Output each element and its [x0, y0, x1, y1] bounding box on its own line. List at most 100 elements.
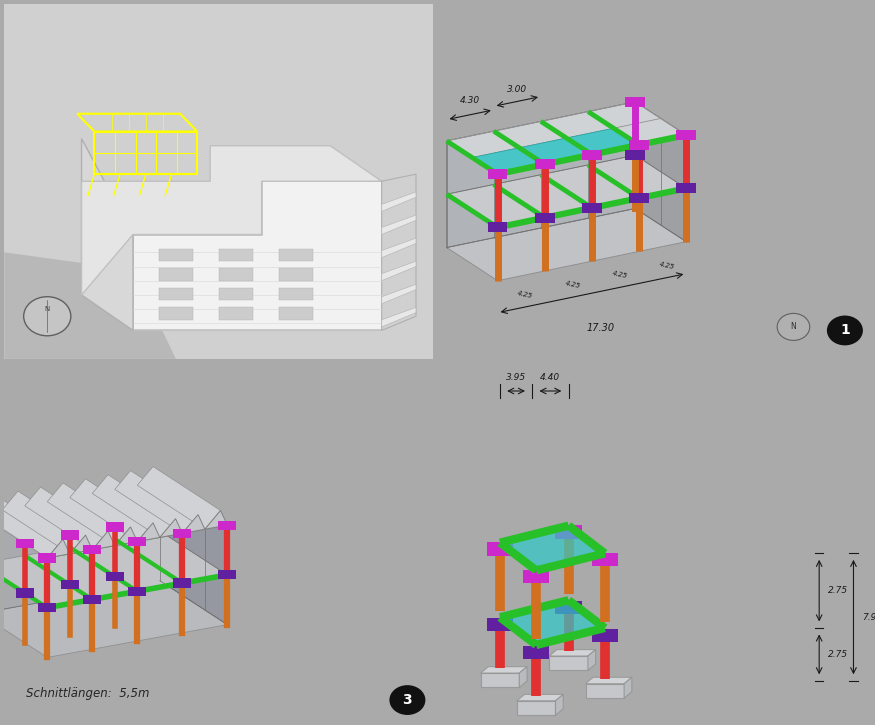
FancyBboxPatch shape [16, 539, 34, 548]
Polygon shape [500, 600, 605, 645]
Polygon shape [24, 487, 108, 550]
FancyBboxPatch shape [535, 160, 555, 170]
Polygon shape [0, 531, 228, 608]
Polygon shape [382, 261, 416, 281]
Polygon shape [81, 138, 133, 331]
FancyBboxPatch shape [173, 579, 192, 588]
Bar [279, 307, 313, 320]
Bar [219, 288, 253, 300]
FancyBboxPatch shape [487, 223, 508, 233]
Bar [279, 268, 313, 281]
Polygon shape [382, 192, 416, 212]
Bar [219, 307, 253, 320]
Bar [219, 268, 253, 281]
FancyBboxPatch shape [16, 589, 34, 597]
Polygon shape [588, 650, 596, 671]
Polygon shape [382, 174, 416, 331]
FancyBboxPatch shape [106, 522, 123, 531]
Polygon shape [3, 491, 86, 554]
Bar [279, 288, 313, 300]
Circle shape [777, 313, 809, 341]
Polygon shape [81, 146, 382, 295]
FancyBboxPatch shape [219, 521, 236, 530]
Text: 4.25: 4.25 [564, 281, 581, 289]
Text: 17.30: 17.30 [586, 323, 614, 334]
FancyBboxPatch shape [487, 542, 514, 555]
Circle shape [827, 315, 863, 345]
Polygon shape [517, 695, 564, 701]
Polygon shape [0, 581, 228, 658]
Polygon shape [446, 102, 686, 174]
FancyBboxPatch shape [592, 552, 618, 566]
FancyBboxPatch shape [487, 169, 508, 179]
Polygon shape [550, 650, 596, 656]
FancyBboxPatch shape [592, 629, 618, 642]
Polygon shape [4, 4, 433, 359]
Polygon shape [0, 481, 160, 613]
FancyBboxPatch shape [556, 525, 582, 539]
Polygon shape [446, 208, 686, 281]
FancyBboxPatch shape [556, 601, 582, 615]
Polygon shape [382, 238, 416, 257]
Text: 1: 1 [840, 323, 850, 337]
Text: 4.40: 4.40 [541, 373, 561, 382]
Text: 4.30: 4.30 [460, 96, 480, 105]
Text: N: N [791, 323, 796, 331]
Polygon shape [382, 284, 416, 304]
Polygon shape [480, 673, 519, 687]
Polygon shape [500, 526, 605, 571]
Text: 7.90: 7.90 [862, 613, 875, 621]
FancyBboxPatch shape [106, 572, 123, 581]
Text: 4.25: 4.25 [659, 261, 676, 270]
Bar [279, 249, 313, 261]
Polygon shape [0, 481, 228, 558]
FancyBboxPatch shape [219, 571, 236, 579]
Bar [158, 249, 193, 261]
Polygon shape [382, 307, 416, 327]
FancyBboxPatch shape [676, 130, 696, 140]
FancyBboxPatch shape [129, 587, 146, 596]
Polygon shape [4, 252, 176, 359]
Text: 3.95: 3.95 [506, 373, 526, 382]
Polygon shape [556, 695, 564, 715]
Text: N: N [45, 306, 50, 312]
Polygon shape [446, 102, 635, 247]
FancyBboxPatch shape [629, 140, 649, 150]
Text: 4.25: 4.25 [612, 270, 628, 280]
Bar [158, 307, 193, 320]
FancyBboxPatch shape [487, 618, 514, 631]
Polygon shape [92, 475, 176, 537]
FancyBboxPatch shape [38, 553, 56, 563]
Polygon shape [566, 128, 639, 154]
Text: 3.00: 3.00 [507, 85, 528, 94]
FancyBboxPatch shape [629, 193, 649, 203]
Polygon shape [517, 701, 556, 715]
Polygon shape [473, 148, 545, 174]
Polygon shape [137, 466, 220, 529]
Polygon shape [446, 155, 686, 228]
Bar [158, 288, 193, 300]
Text: 2.75: 2.75 [828, 650, 848, 659]
Text: 4.25: 4.25 [517, 290, 534, 299]
Polygon shape [70, 478, 153, 542]
Polygon shape [382, 215, 416, 235]
Text: 2.75: 2.75 [828, 586, 848, 595]
Polygon shape [550, 656, 588, 671]
Bar [219, 249, 253, 261]
FancyBboxPatch shape [676, 183, 696, 194]
Polygon shape [133, 181, 382, 331]
FancyBboxPatch shape [60, 580, 79, 589]
FancyBboxPatch shape [60, 531, 79, 539]
FancyBboxPatch shape [38, 603, 56, 613]
Polygon shape [519, 138, 592, 165]
Polygon shape [47, 483, 130, 546]
Circle shape [389, 685, 425, 715]
FancyBboxPatch shape [582, 149, 602, 160]
Circle shape [24, 297, 71, 336]
FancyBboxPatch shape [83, 595, 102, 604]
Polygon shape [0, 495, 63, 558]
Polygon shape [585, 677, 632, 684]
Polygon shape [519, 667, 527, 687]
Polygon shape [635, 102, 686, 241]
FancyBboxPatch shape [523, 570, 550, 584]
